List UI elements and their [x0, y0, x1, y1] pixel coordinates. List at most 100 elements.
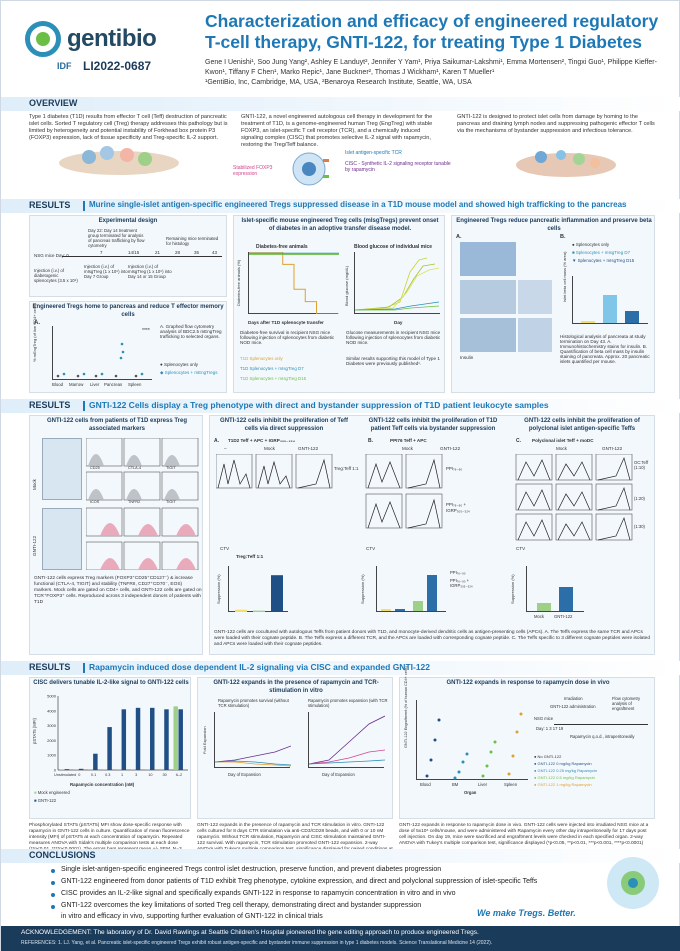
- conclusions-heading: CONCLUSIONS: [29, 850, 96, 860]
- ctv-axis-label: CTV: [220, 546, 230, 551]
- organ-label: Marrow: [69, 382, 84, 387]
- flow-row-label: GNTI-122: [32, 535, 37, 556]
- conclusion-item: in vitro and efficacy in vivo, supportin…: [61, 913, 323, 920]
- insulin-label: Insulin: [460, 355, 474, 360]
- homing-dot: [140, 372, 144, 376]
- pstat5-panel: CISC delivers tunable IL-2-like signal t…: [29, 677, 191, 819]
- suppA-chart-title: Treg:Teff 1:1: [236, 554, 264, 559]
- suppression-caption: GNTI-122 cells are cocultured with autol…: [214, 630, 650, 647]
- suppA-bars: [235, 575, 283, 612]
- exp-injection-1: Injection (i.v.) of diabetogenic splenoc…: [34, 268, 78, 283]
- x-tick-label: 30: [163, 773, 167, 777]
- legend-text: Splenocytes + mIsgTreg D15: [577, 258, 635, 263]
- organ-label: Spleen: [128, 382, 142, 387]
- histology-panel: Engineered Tregs reduce pancreatic infla…: [451, 215, 655, 393]
- legend-text: Splenocytes + mIsgTreg D7: [575, 250, 631, 255]
- pstat5-bar: [121, 709, 127, 770]
- overview-heading: OVERVIEW: [29, 98, 78, 108]
- vivo-mice: NSG mice: [534, 716, 554, 721]
- homing-dot: [82, 372, 86, 376]
- bullet: [51, 905, 55, 909]
- flow-histograms: [86, 438, 199, 570]
- legend-text: GNTI-122 0.25 mg/kg Rapamycin: [537, 768, 598, 773]
- conclusion-item: Single islet-antigen-specific engineered…: [61, 866, 442, 873]
- suppB-legend-item: PPI₇₆₋₉₀: [450, 570, 466, 575]
- dfs-legend-item: T1D Splenocytes + mIsgTreg D7: [240, 366, 304, 371]
- pstat5-bar: [59, 769, 65, 770]
- y-tick-label: 1000: [47, 753, 57, 758]
- pstat5-svg: 0 1000 2000 3000 4000 5000 Unstimulated 0 0.1 0.3…: [47, 694, 188, 777]
- histology-bar: [625, 311, 639, 323]
- x-tick-label: IL-2: [176, 773, 183, 777]
- in-vitro-lines-1: [214, 745, 292, 767]
- suppA-bar: [253, 610, 265, 612]
- legend-text: GNTI-122 0 mg/kg Rapamycin: [537, 761, 592, 766]
- label-tcr: Islet antigen-specific TCR: [345, 150, 402, 156]
- conclusion-item: CISC provides an IL-2-like signal and sp…: [61, 890, 456, 897]
- timeline-day: 35: [194, 250, 200, 255]
- exp-injection-3: Injection (i.v.) of mIsgTreg (1 x 10⁶) i…: [128, 264, 172, 279]
- overview-bar: OVERVIEW: [1, 97, 680, 111]
- in-vitro-plot-2: [308, 712, 386, 768]
- suppB-bar: [413, 601, 423, 611]
- homing-dot: [56, 374, 60, 378]
- suppC-bar: [537, 603, 551, 611]
- results2-heading: RESULTS: [29, 400, 71, 410]
- results1-subheading: Murine single-islet antigen-specific eng…: [89, 200, 627, 209]
- pstat5-bar: [159, 768, 164, 770]
- dfs-chart-title: Diabetes-free animals: [256, 244, 308, 250]
- ratio-label: (1:20): [634, 496, 645, 501]
- homing-dot: [134, 374, 138, 378]
- homing-plot-area: [52, 326, 152, 380]
- homing-panel: Engineered Tregs home to pancreas and re…: [29, 301, 227, 393]
- histology-bar: [603, 295, 617, 323]
- legend-text: Mock engineered: [37, 790, 70, 795]
- bg-caption-2: Similar results supporting this model of…: [346, 356, 440, 366]
- suppC-plot-area: [526, 566, 584, 612]
- pstat5-bar: [88, 769, 93, 770]
- diabetes-free-panel: Islet-specific mouse engineered Treg cel…: [233, 215, 445, 393]
- pstat5-bar: [164, 709, 169, 770]
- histology-legend-item: ● Splenocytes only: [572, 242, 610, 247]
- pstat5-bar: [145, 769, 150, 770]
- pstat5-legend-item: ■ Mock engineered: [34, 790, 70, 795]
- flow-title: GNTI-122 cells from patients of T1D expr…: [46, 418, 188, 432]
- homing-panel-label: A.: [34, 320, 40, 326]
- x-tick-label: Unstimulated: [54, 773, 76, 777]
- header: gentibio IDF LI2022-0687 Characterizatio…: [1, 1, 680, 91]
- conclusions-bar: CONCLUSIONS: [1, 849, 680, 863]
- homing-dot: [62, 372, 66, 376]
- overview-text-1: Type 1 diabetes (T1D) results from effec…: [29, 114, 228, 141]
- flow-marker-label: CTLA-4: [128, 466, 142, 470]
- dfs-lines: [249, 251, 339, 315]
- column-mock: Mock: [264, 446, 275, 451]
- column-gnti: GNTI-122: [602, 446, 623, 451]
- dfs-legend-item: T1D Splenocytes only: [240, 356, 283, 361]
- in-vivo-ylabel: GNTI-122 Engraftment (% of human CD4+ ce…: [404, 666, 408, 748]
- histology-image: [460, 242, 516, 276]
- y-tick-label: 4000: [47, 708, 57, 713]
- ppi-igrp-label: PPI₇₆₋₉₀ + IGRP₃₀₅₋₃₂₄: [446, 502, 470, 513]
- histology-legend-item: ■ Splenocytes + mIsgTreg D7: [572, 250, 631, 255]
- homing-caption: A. Graphed flow cytometry analysis of BD…: [160, 324, 222, 339]
- homing-dot: [119, 356, 123, 360]
- homing-dot: [76, 374, 80, 378]
- poster-id: LI2022-0687: [83, 59, 152, 73]
- results1-bar: RESULTS Murine single-islet antigen-spec…: [1, 199, 680, 213]
- in-vitro-lines-2: [308, 715, 386, 765]
- divider: [83, 663, 85, 673]
- suppB-bar: [427, 575, 437, 611]
- legend-text: Splenocytes only: [163, 362, 198, 367]
- ratio-label: (1:30): [634, 524, 645, 529]
- ctv-axis-label: CTV: [516, 546, 526, 551]
- vivo-step: GNTI-122 administration: [550, 704, 596, 709]
- x-tick-label: 0.3: [105, 773, 110, 777]
- timeline-line: [62, 256, 222, 257]
- conclusion-item: GNTI-122 overcomes the key limitations o…: [61, 902, 422, 909]
- exp-injection-2: Injection (i.v.) of mIsgTreg (1 x 10⁶) i…: [84, 264, 128, 279]
- column-gnti: GNTI-122: [298, 446, 319, 451]
- pstat5-bar: [116, 769, 122, 770]
- vivo-legend-item: ● GNTI-122 0.25 mg/kg Rapamycin: [534, 768, 598, 773]
- y-tick-label: 0: [54, 768, 57, 773]
- histology-panel-b: B.: [560, 234, 566, 240]
